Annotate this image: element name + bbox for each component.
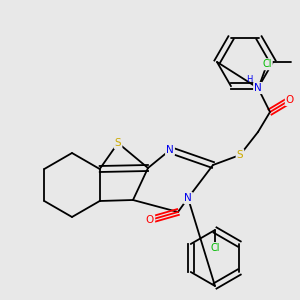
Text: Cl: Cl [262, 59, 272, 69]
Text: S: S [115, 138, 121, 148]
Text: O: O [286, 95, 294, 105]
Text: N: N [184, 193, 192, 203]
Text: N: N [254, 83, 262, 93]
Text: O: O [146, 215, 154, 225]
Text: S: S [237, 150, 243, 160]
Text: N: N [166, 145, 174, 155]
Text: H: H [246, 76, 252, 85]
Text: Cl: Cl [210, 243, 220, 253]
